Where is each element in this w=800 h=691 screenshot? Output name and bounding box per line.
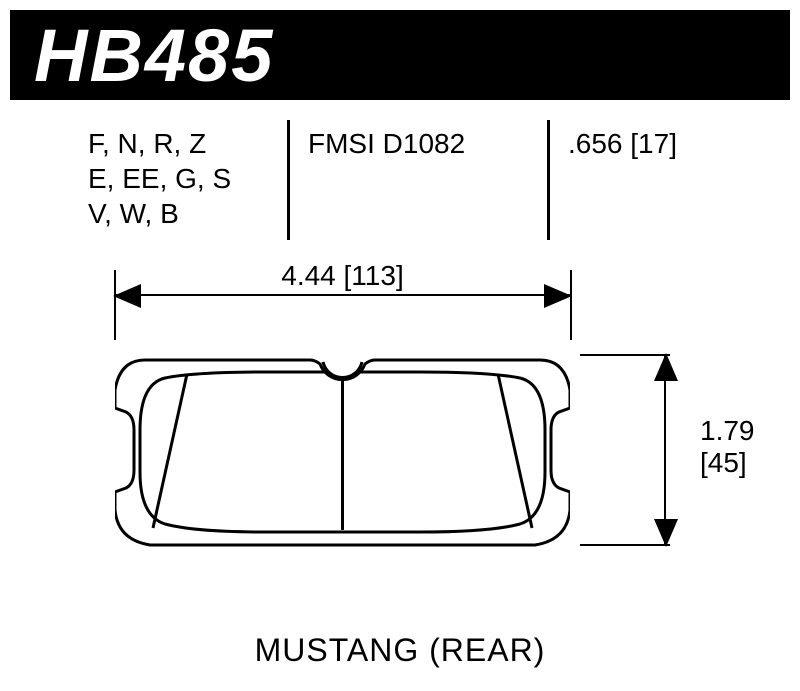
arrow-up-icon — [654, 353, 678, 381]
height-value-mm: [45] — [700, 447, 755, 479]
arrow-down-icon — [654, 519, 678, 547]
compounds-line: F, N, R, Z — [88, 126, 269, 161]
width-dimension: 4.44 [113] — [115, 270, 570, 320]
application-label: MUSTANG (REAR) — [0, 632, 800, 669]
spec-sheet: HB485 F, N, R, Z E, EE, G, S V, W, B FMS… — [0, 0, 800, 691]
arrow-left-icon — [113, 284, 141, 308]
compounds-column: F, N, R, Z E, EE, G, S V, W, B — [70, 120, 290, 240]
header-bar: HB485 — [10, 10, 790, 100]
dimension-line — [115, 294, 570, 296]
height-value-in: 1.79 — [700, 415, 755, 447]
thickness-value: .656 [17] — [568, 126, 712, 161]
thickness-column: .656 [17] — [550, 120, 730, 240]
compounds-line: V, W, B — [88, 196, 269, 231]
height-label: 1.79 [45] — [700, 415, 755, 479]
part-number: HB485 — [34, 13, 274, 98]
arrow-right-icon — [544, 284, 572, 308]
fmsi-code: FMSI D1082 — [308, 126, 529, 161]
pad-svg — [115, 350, 570, 550]
dimension-line — [664, 355, 666, 545]
compounds-line: E, EE, G, S — [88, 161, 269, 196]
spec-row: F, N, R, Z E, EE, G, S V, W, B FMSI D108… — [70, 120, 730, 240]
width-label: 4.44 [113] — [253, 260, 433, 292]
height-dimension: 1.79 [45] — [640, 355, 690, 545]
fmsi-column: FMSI D1082 — [290, 120, 550, 240]
brake-pad-drawing — [115, 350, 570, 550]
